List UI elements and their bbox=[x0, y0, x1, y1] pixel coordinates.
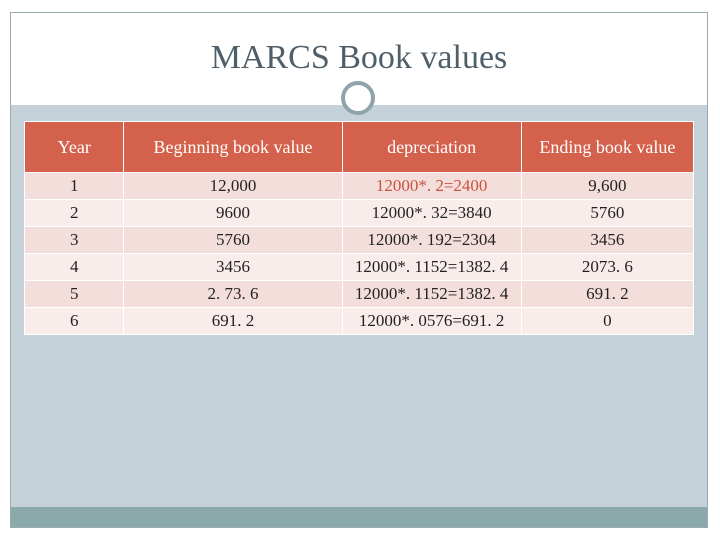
cell-ending-value: 0 bbox=[520, 307, 695, 335]
book-values-table: Year Beginning book value depreciation E… bbox=[23, 121, 695, 335]
cell-year: 4 bbox=[23, 253, 125, 281]
cell-beginning-value: 12,000 bbox=[123, 172, 343, 200]
table-row: 6 691. 2 12000*. 0576=691. 2 0 bbox=[23, 307, 695, 335]
cell-beginning-value: 9600 bbox=[123, 199, 343, 227]
cell-ending-value: 3456 bbox=[520, 226, 695, 254]
cell-depreciation: 12000*. 0576=691. 2 bbox=[341, 307, 522, 335]
cell-year: 5 bbox=[23, 280, 125, 308]
cell-ending-value: 5760 bbox=[520, 199, 695, 227]
table-header-row: Year Beginning book value depreciation E… bbox=[23, 121, 695, 173]
slide: MARCS Book values Year Beginning book va… bbox=[10, 12, 708, 528]
circle-ornament-icon bbox=[341, 81, 375, 115]
cell-ending-value: 691. 2 bbox=[520, 280, 695, 308]
table-row: 4 3456 12000*. 1152=1382. 4 2073. 6 bbox=[23, 253, 695, 281]
cell-year: 2 bbox=[23, 199, 125, 227]
cell-beginning-value: 3456 bbox=[123, 253, 343, 281]
table-row: 1 12,000 12000*. 2=2400 9,600 bbox=[23, 172, 695, 200]
header-beginning-book-value: Beginning book value bbox=[123, 121, 343, 173]
table-row: 2 9600 12000*. 32=3840 5760 bbox=[23, 199, 695, 227]
cell-beginning-value: 691. 2 bbox=[123, 307, 343, 335]
cell-year: 6 bbox=[23, 307, 125, 335]
slide-title: MARCS Book values bbox=[210, 39, 508, 76]
cell-depreciation: 12000*. 192=2304 bbox=[341, 226, 522, 254]
table-row: 5 2. 73. 6 12000*. 1152=1382. 4 691. 2 bbox=[23, 280, 695, 308]
cell-beginning-value: 2. 73. 6 bbox=[123, 280, 343, 308]
cell-beginning-value: 5760 bbox=[123, 226, 343, 254]
header-ending-book-value: Ending book value bbox=[520, 121, 695, 173]
footer-bar bbox=[11, 507, 707, 527]
cell-ending-value: 9,600 bbox=[520, 172, 695, 200]
cell-ending-value: 2073. 6 bbox=[520, 253, 695, 281]
cell-depreciation: 12000*. 32=3840 bbox=[341, 199, 522, 227]
cell-year: 3 bbox=[23, 226, 125, 254]
cell-year: 1 bbox=[23, 172, 125, 200]
table-row: 3 5760 12000*. 192=2304 3456 bbox=[23, 226, 695, 254]
cell-depreciation: 12000*. 1152=1382. 4 bbox=[341, 280, 522, 308]
cell-depreciation: 12000*. 2=2400 bbox=[341, 172, 522, 200]
cell-depreciation: 12000*. 1152=1382. 4 bbox=[341, 253, 522, 281]
header-depreciation: depreciation bbox=[341, 121, 522, 173]
header-year: Year bbox=[23, 121, 125, 173]
